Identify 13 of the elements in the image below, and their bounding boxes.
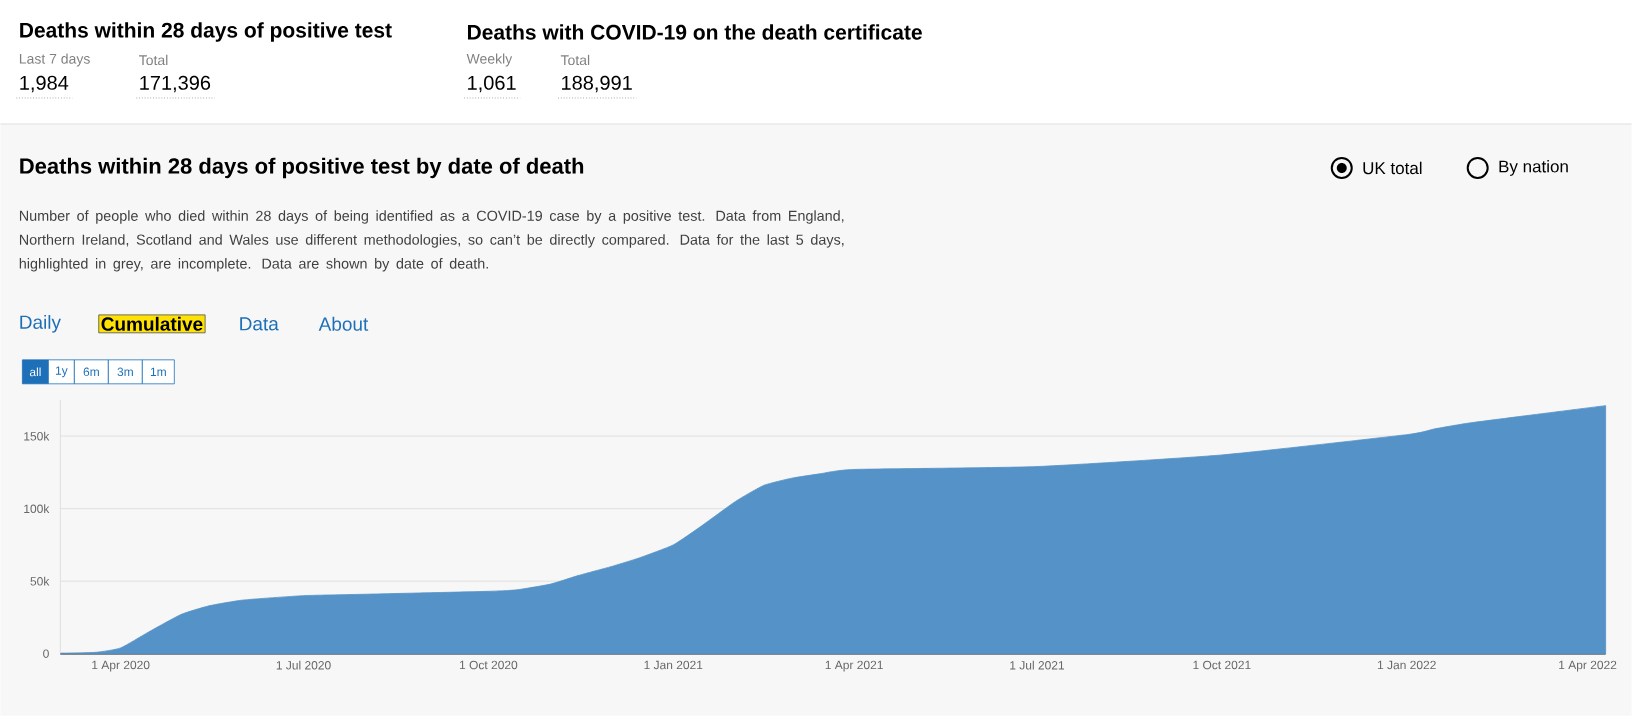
text: Data [240, 317, 279, 331]
text: 1,984 [20, 75, 69, 93]
text: UK total [1363, 161, 1422, 175]
text: Cumulative [101, 317, 203, 331]
text: Deaths within 28 days of positive test [20, 22, 392, 42]
text: Daily [20, 315, 61, 333]
text: 171,396 [140, 75, 211, 93]
text: 1,061 [468, 75, 516, 93]
text: Deaths with COVID-19 on the death certificate [467, 24, 922, 40]
text: 188,991 [562, 75, 632, 93]
text: About [318, 317, 369, 331]
chart-title: Deaths within 28 days of positive test by date of death [20, 157, 584, 179]
text: By nation [1499, 160, 1568, 177]
